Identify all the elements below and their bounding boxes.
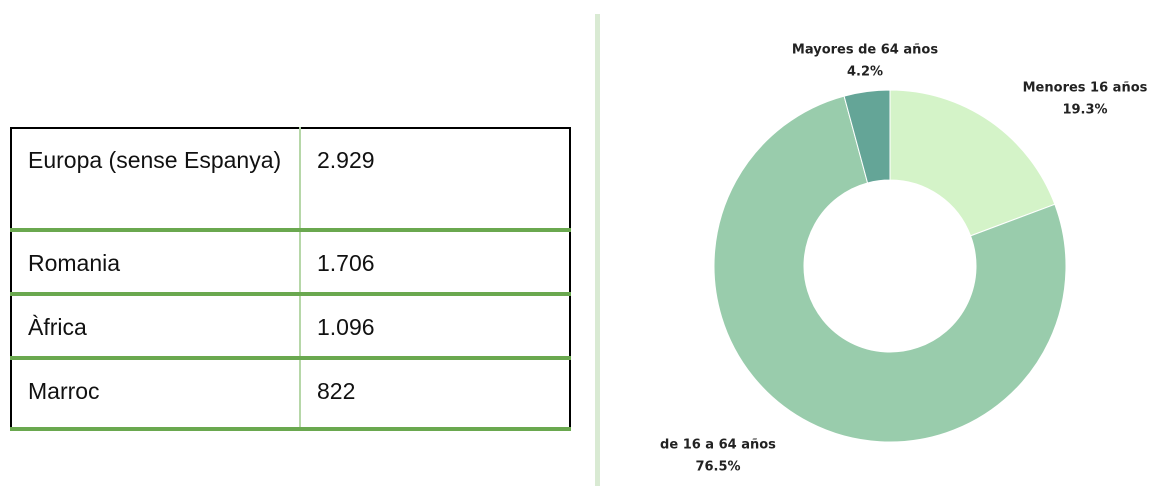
table-row: Àfrica 1.096: [11, 294, 570, 360]
slice-label: Menores 16 años: [1023, 81, 1148, 96]
table-row: Marroc 822: [11, 358, 570, 431]
cell: Marroc: [11, 358, 301, 431]
table-row: Romania 1.706: [11, 230, 570, 296]
cell: Romania: [11, 230, 301, 296]
slice-label: de 16 a 64 años: [660, 438, 776, 453]
cell: 1.706: [300, 230, 570, 296]
donut-slice: [843, 89, 891, 184]
slice-label: Mayores de 64 años: [792, 43, 938, 58]
cell: 1.096: [300, 294, 570, 360]
table-row: Europa (sense Espanya) 2.929: [11, 128, 570, 232]
cell: 2.929: [300, 128, 570, 232]
cell: Àfrica: [11, 294, 301, 360]
donut-slice: [889, 89, 1056, 237]
cell: Europa (sense Espanya): [11, 128, 301, 232]
cell: 822: [300, 358, 570, 431]
donut-slice: [713, 95, 1067, 443]
divider: [595, 14, 600, 486]
table: Europa (sense Espanya) 2.929 Romania 1.706…: [10, 127, 571, 431]
slice-value: 19.3%: [1062, 103, 1107, 118]
slice-value: 76.5%: [695, 460, 740, 475]
donut-chart: Menores 16 años 19.3% de 16 a 64 años 76.5%…: [660, 43, 1148, 475]
slice-value: 4.2%: [847, 65, 883, 80]
